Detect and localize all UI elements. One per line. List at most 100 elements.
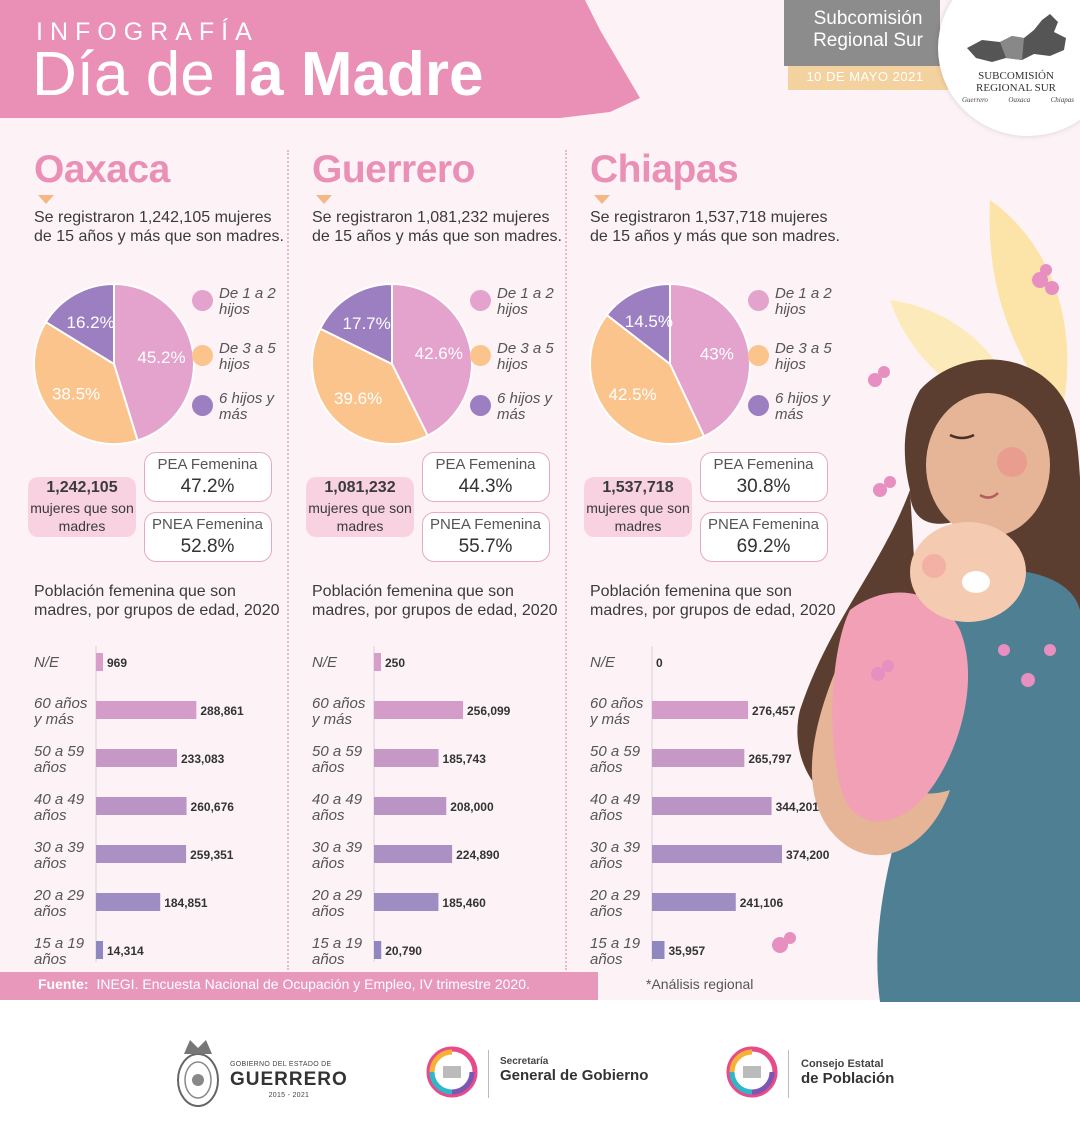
bar-value-label: 276,457 bbox=[752, 704, 796, 718]
gov-small-text: GOBIERNO DEL ESTADO DE bbox=[230, 1061, 332, 1068]
bar-category-label: N/E bbox=[312, 654, 338, 671]
pie-slice-label: 42.5% bbox=[608, 385, 656, 404]
bar-category-label: N/E bbox=[590, 654, 616, 671]
bar-value-label: 224,890 bbox=[456, 848, 500, 862]
bar bbox=[96, 893, 161, 911]
bar bbox=[96, 941, 103, 959]
bar-category-label: años bbox=[34, 855, 67, 872]
pea-label: PEA Femenina bbox=[435, 456, 536, 473]
bar bbox=[374, 941, 382, 959]
state-column-guerrero: Guerrero Se registraron 1,081,232 mujere… bbox=[306, 140, 582, 970]
bar bbox=[374, 653, 381, 671]
state-description: Se registraron 1,081,232 mujeres de 15 a… bbox=[312, 209, 562, 245]
pnea-box: PNEA Femenina 52.8% bbox=[144, 512, 272, 562]
logo-state: Chiapas bbox=[1050, 96, 1074, 104]
subcomision-badge bbox=[784, 0, 940, 66]
bar-category-label: años bbox=[590, 759, 623, 776]
bar-value-label: 374,200 bbox=[786, 848, 830, 862]
bar-category-label: años bbox=[312, 759, 345, 776]
bar bbox=[374, 845, 453, 863]
pie-slice bbox=[318, 282, 393, 366]
pnea-value: 52.8% bbox=[180, 536, 235, 557]
legend-item: De 3 a 5 hijos bbox=[748, 341, 845, 373]
mother-illustration bbox=[772, 200, 1080, 1002]
bar-value-label: 184,851 bbox=[164, 896, 208, 910]
children-pie-chart: 43% 42.5% 14.5% bbox=[589, 282, 751, 445]
bar bbox=[96, 653, 103, 671]
logo-state: Guerrero bbox=[962, 96, 988, 104]
bar bbox=[652, 749, 745, 767]
sgg-small-text: Secretaría bbox=[500, 1056, 549, 1067]
bar-value-label: 256,099 bbox=[467, 704, 511, 718]
legend-swatch bbox=[748, 395, 769, 416]
bar-category-label: 60 años bbox=[590, 695, 644, 712]
cep-small-text: Consejo Estatal bbox=[801, 1058, 884, 1070]
bar-category-label: 30 a 39 bbox=[312, 839, 363, 856]
state-name: Guerrero bbox=[312, 148, 475, 191]
bar-category-label: 30 a 39 bbox=[34, 839, 85, 856]
bar-category-label: N/E bbox=[34, 654, 60, 671]
bar bbox=[374, 893, 439, 911]
legend-label: De 1 a 2 hijos bbox=[219, 285, 276, 318]
state-name: Chiapas bbox=[590, 148, 739, 191]
legend-item: De 1 a 2 hijos bbox=[470, 286, 567, 318]
region-map-icon bbox=[967, 14, 1066, 62]
logo-separator bbox=[488, 1050, 489, 1098]
pnea-box: PNEA Femenina 69.2% bbox=[700, 512, 828, 562]
bar-value-label: 233,083 bbox=[181, 752, 225, 766]
pnea-box: PNEA Femenina 55.7% bbox=[422, 512, 550, 562]
legend-swatch bbox=[192, 345, 213, 366]
bar bbox=[652, 797, 772, 815]
gov-years: 2015 - 2021 bbox=[268, 1092, 310, 1099]
legend-item: De 1 a 2 hijos bbox=[192, 286, 289, 318]
source-band bbox=[0, 972, 598, 1000]
bar-category-label: años bbox=[590, 951, 623, 968]
source-label: Fuente: bbox=[38, 976, 89, 992]
regional-note: *Análisis regional bbox=[646, 976, 754, 992]
legend-label: 6 hijos y más bbox=[497, 390, 553, 423]
subcomision-text: Subcomisión Regional Sur bbox=[813, 8, 923, 51]
bar-category-label: 60 años bbox=[34, 695, 88, 712]
source-text: Fuente: INEGI. Encuesta Nacional de Ocup… bbox=[38, 976, 530, 992]
bar-category-label: 40 a 49 bbox=[312, 791, 363, 808]
date-bar bbox=[788, 66, 948, 90]
pnea-value: 69.2% bbox=[736, 536, 791, 557]
footer-background bbox=[0, 1000, 1080, 1146]
bar-category-label: 50 a 59 bbox=[590, 743, 641, 760]
bar-value-label: 241,106 bbox=[740, 896, 784, 910]
bar bbox=[96, 845, 187, 863]
bar bbox=[96, 797, 187, 815]
bar-value-label: 969 bbox=[107, 656, 127, 670]
bar-category-label: 30 a 39 bbox=[590, 839, 641, 856]
bar-category-label: y más bbox=[312, 711, 353, 728]
bar-value-label: 288,861 bbox=[200, 704, 244, 718]
mothers-count: 1,081,232 bbox=[324, 479, 396, 496]
bar-value-label: 265,797 bbox=[748, 752, 792, 766]
bar-value-label: 14,314 bbox=[107, 944, 144, 958]
column-divider bbox=[287, 150, 289, 970]
date-text: 10 DE MAYO 2021 bbox=[806, 69, 924, 84]
mothers-label: mujeres que son madres bbox=[30, 500, 134, 534]
mothers-count-box: 1,537,718 mujeres que son madres bbox=[584, 477, 692, 537]
pea-value: 44.3% bbox=[458, 476, 513, 497]
legend-item: 6 hijos y más bbox=[470, 391, 567, 423]
children-pie-chart: 45.2% 38.5% 16.2% bbox=[33, 282, 195, 445]
pie-slice-label: 39.6% bbox=[334, 389, 382, 408]
guerrero-seal-icon bbox=[177, 1040, 219, 1107]
pie-slice bbox=[589, 313, 706, 445]
pea-label: PEA Femenina bbox=[713, 456, 814, 473]
bars-title: Población femenina que son madres, por g… bbox=[34, 583, 280, 619]
pie-slice bbox=[391, 282, 473, 437]
bar bbox=[652, 893, 736, 911]
bar-category-label: y más bbox=[34, 711, 75, 728]
pie-slice-label: 14.5% bbox=[625, 312, 673, 331]
bar bbox=[96, 701, 197, 719]
state-marker bbox=[316, 195, 332, 204]
legend-swatch bbox=[748, 345, 769, 366]
pnea-label: PNEA Femenina bbox=[152, 516, 263, 533]
logo-states: Guerrero Oaxaca Chiapas bbox=[962, 96, 1074, 104]
state-name: Oaxaca bbox=[34, 148, 170, 191]
